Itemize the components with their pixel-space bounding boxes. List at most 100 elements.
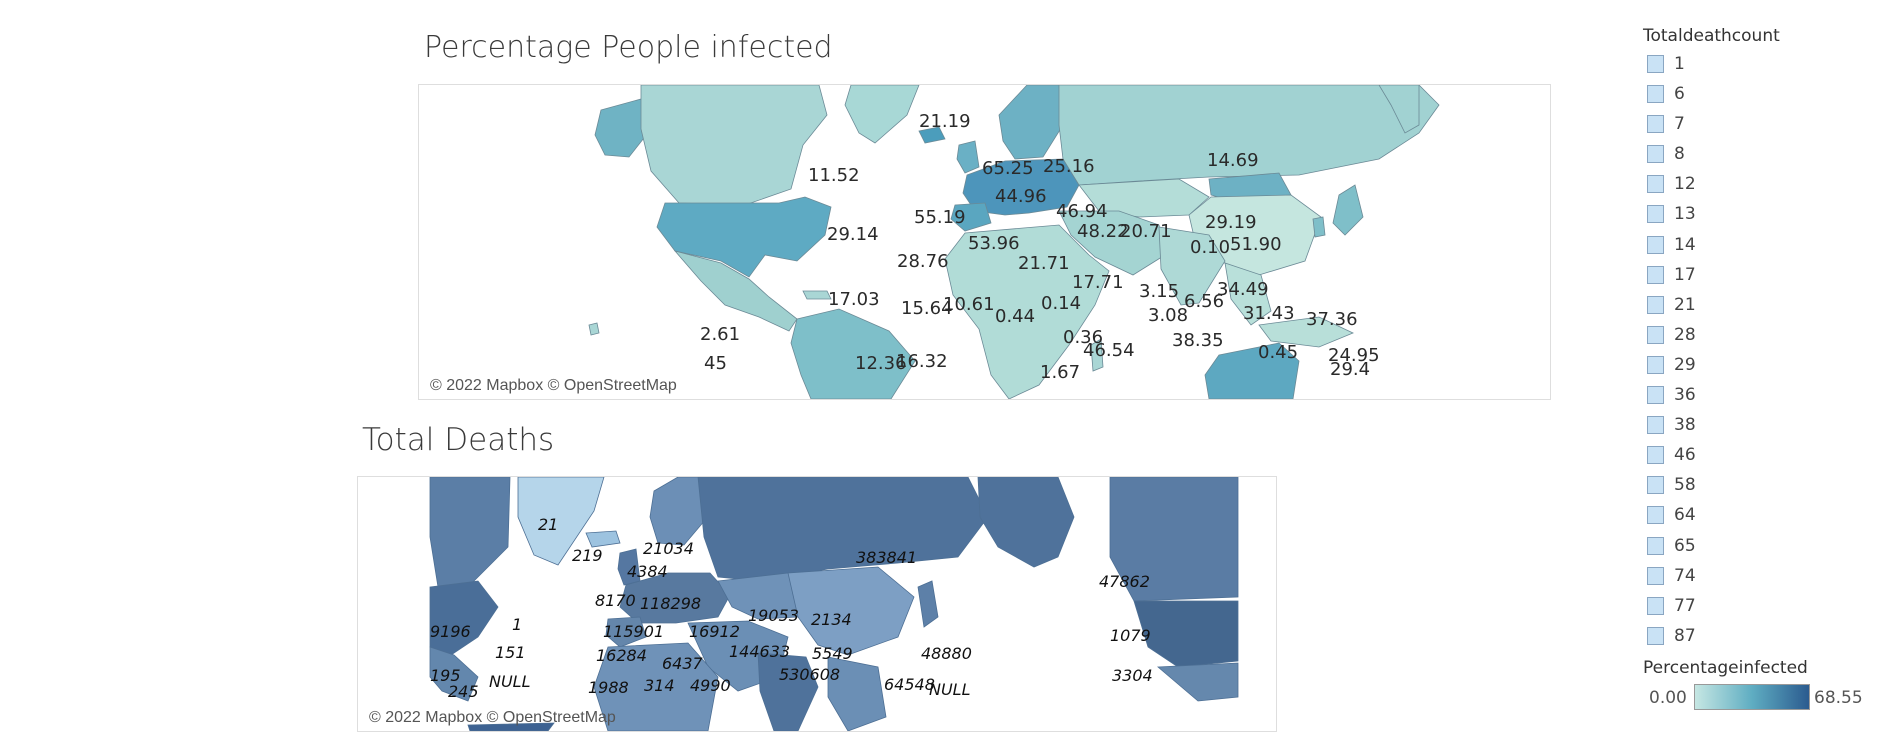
infected-map-attribution[interactable]: © 2022 Mapbox © OpenStreetMap [430, 377, 677, 394]
deaths-value-label: 383841 [856, 548, 917, 567]
deathcount-legend-item[interactable]: 21 [1643, 291, 1873, 321]
legend-checkbox[interactable] [1647, 355, 1664, 374]
deathcount-legend-item[interactable]: 8 [1643, 140, 1873, 170]
legend-checkbox[interactable] [1647, 55, 1664, 73]
region-usa [656, 196, 832, 278]
region-japan [1332, 184, 1364, 236]
deathcount-legend-item[interactable]: 77 [1643, 592, 1873, 622]
infected-map[interactable]: 21.19 11.52 65.25 25.16 14.69 44.96 46.94 55.19… [418, 84, 1551, 400]
infected-map-title: Percentage People infected [424, 30, 833, 65]
infected-value-label: 29.4 [1330, 359, 1370, 380]
deathcount-legend-item[interactable]: 58 [1643, 471, 1873, 501]
region-uk [956, 140, 980, 174]
legend-checkbox[interactable] [1647, 386, 1664, 405]
deaths-value-label: 1079 [1110, 626, 1151, 645]
deathcount-legend-item[interactable]: 29 [1643, 351, 1873, 381]
deathcount-legend-item[interactable]: 38 [1643, 411, 1873, 441]
deaths-value-label: NULL [929, 680, 971, 699]
deaths-map-canvas[interactable]: 21 21034 219 383841 4384 47862 8170 118298 1 1905… [358, 477, 1276, 731]
region-madagascar [1090, 338, 1104, 372]
deathcount-legend-item[interactable]: 17 [1643, 261, 1873, 291]
region-se-asia [827, 656, 887, 731]
deathcount-legend-item[interactable]: 14 [1643, 231, 1873, 261]
deathcount-legend-item[interactable]: 6 [1643, 80, 1873, 110]
legend-checkbox[interactable] [1647, 476, 1664, 495]
deathcount-legend-item[interactable]: 12 [1643, 170, 1873, 200]
region-russia-east [1378, 85, 1420, 134]
legend-checkbox[interactable] [1647, 235, 1664, 254]
deathcount-legend-item[interactable]: 13 [1643, 200, 1873, 230]
infected-value-label: 46.54 [1083, 340, 1135, 361]
infected-value-label: 14.69 [1207, 150, 1259, 171]
infected-value-label: 53.96 [968, 233, 1020, 254]
legend-checkbox[interactable] [1647, 626, 1664, 645]
deaths-value-label: 6437 [662, 654, 704, 673]
legend-item-label: 38 [1674, 415, 1696, 436]
legend-checkbox[interactable] [1647, 175, 1664, 194]
infected-value-label: 37.36 [1306, 309, 1358, 330]
legend-item-label: 29 [1674, 354, 1696, 375]
deaths-value-label: 144633 [729, 642, 790, 661]
infected-value-label: 11.52 [808, 165, 860, 186]
infected-value-label: 38.35 [1172, 330, 1224, 351]
region-china [787, 566, 915, 656]
infected-map-canvas[interactable]: 21.19 11.52 65.25 25.16 14.69 44.96 46.94 55.19… [419, 85, 1550, 399]
legend-item-label: 12 [1674, 174, 1696, 195]
legend-checkbox[interactable] [1647, 145, 1664, 164]
infected-value-label: 15.64 [901, 298, 953, 319]
deaths-value-label: 48880 [921, 644, 972, 663]
percent-legend-min: 0.00 [1649, 688, 1687, 708]
infected-value-label: 65.25 [982, 158, 1034, 179]
deathcount-legend-item[interactable]: 64 [1643, 501, 1873, 531]
legend-checkbox[interactable] [1647, 325, 1664, 344]
infected-value-label: 51.90 [1230, 234, 1282, 255]
legend-item-label: 87 [1674, 625, 1696, 646]
deaths-value-label: 245 [448, 682, 479, 701]
legend-item-label: 46 [1674, 445, 1696, 466]
deathcount-legend-item[interactable]: 7 [1643, 110, 1873, 140]
region-india [1158, 226, 1226, 306]
infected-value-label: 29.19 [1205, 212, 1257, 233]
legend-item-label: 1 [1674, 54, 1685, 74]
legend-checkbox[interactable] [1647, 446, 1664, 465]
deaths-value-label: 47862 [1099, 572, 1150, 591]
deaths-map-attribution[interactable]: © 2022 Mapbox © OpenStreetMap [369, 709, 616, 726]
infected-value-label: 48.22 [1077, 221, 1129, 242]
deathcount-legend-item[interactable]: 74 [1643, 562, 1873, 592]
infected-value-label: 17.71 [1072, 272, 1124, 293]
infected-value-label: 16.32 [896, 351, 948, 372]
deathcount-legend-item[interactable]: 28 [1643, 321, 1873, 351]
deathcount-legend-item[interactable]: 65 [1643, 532, 1873, 562]
deaths-map[interactable]: 21 21034 219 383841 4384 47862 8170 118298 1 1905… [357, 476, 1277, 732]
region-greenland [844, 85, 920, 144]
infected-value-label: 28.76 [897, 251, 949, 272]
legend-checkbox[interactable] [1647, 506, 1664, 525]
deathcount-legend-item[interactable]: 36 [1643, 381, 1873, 411]
deathcount-legend-item[interactable]: 87 [1643, 622, 1873, 652]
legend-item-label: 74 [1674, 565, 1696, 586]
infected-value-label: 2.61 [700, 324, 740, 345]
deaths-value-label: 3304 [1112, 666, 1153, 685]
legend-checkbox[interactable] [1647, 265, 1664, 284]
deaths-value-label: 19053 [748, 606, 799, 625]
deathcount-legend-item[interactable]: 46 [1643, 441, 1873, 471]
legend-checkbox[interactable] [1647, 416, 1664, 435]
region-russia [697, 477, 989, 582]
infected-value-label: 12.36 [855, 353, 907, 374]
legend-checkbox[interactable] [1647, 596, 1664, 615]
legend-checkbox[interactable] [1647, 536, 1664, 555]
region-iceland [585, 530, 621, 548]
region-japan [917, 580, 939, 628]
infected-value-label: 21.71 [1018, 253, 1070, 274]
legend-checkbox[interactable] [1647, 566, 1664, 585]
legend-checkbox[interactable] [1647, 85, 1664, 104]
deathcount-legend-item[interactable]: 1 [1643, 50, 1873, 80]
deaths-value-label: 118298 [640, 594, 701, 613]
legend-checkbox[interactable] [1647, 295, 1664, 314]
region-se-asia [1224, 262, 1272, 326]
legend-item-label: 13 [1674, 204, 1696, 225]
legend-checkbox[interactable] [1647, 205, 1664, 224]
deathcount-legend-list[interactable]: 1 6 7 8 12 13 14 17 21 28 29 36 38 46 58 64 65 74 77 87 [1643, 50, 1873, 660]
legend-checkbox[interactable] [1647, 115, 1664, 134]
deaths-value-label: 16912 [689, 622, 740, 641]
